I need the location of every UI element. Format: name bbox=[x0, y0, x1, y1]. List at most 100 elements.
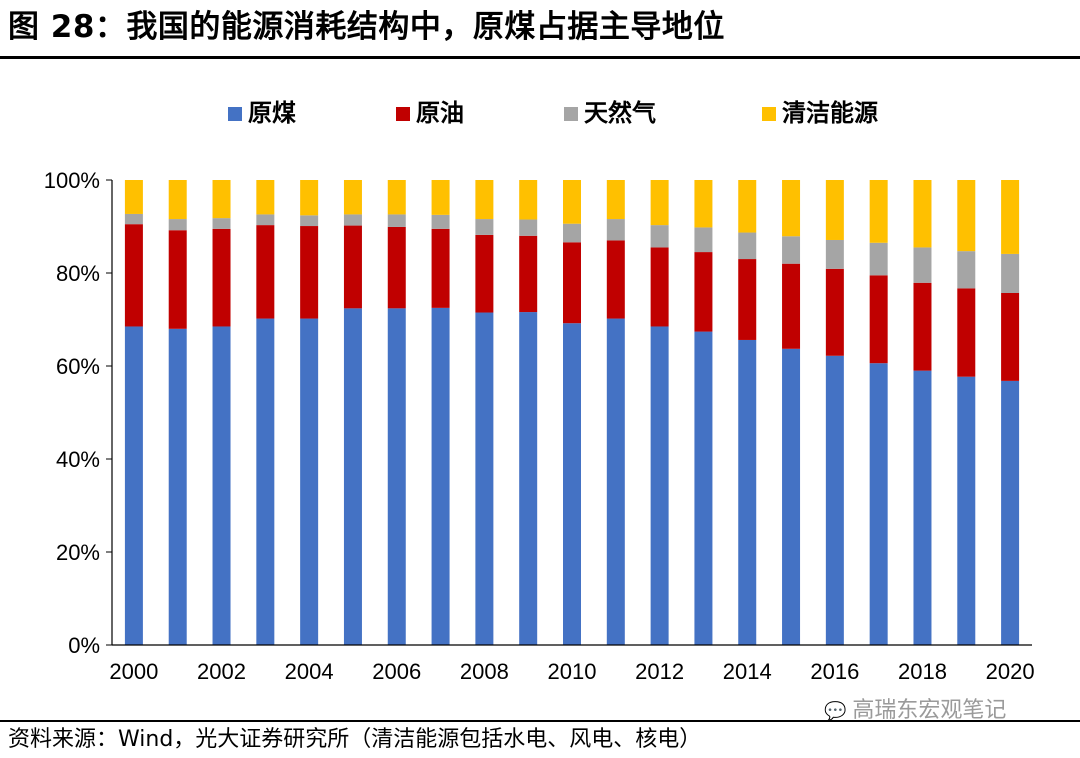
bar-天然气-2012 bbox=[650, 225, 669, 248]
bar-清洁能源-2017 bbox=[869, 180, 888, 243]
x-tick-label: 2000 bbox=[109, 659, 158, 684]
bar-清洁能源-2007 bbox=[431, 180, 450, 215]
legend-swatch-2 bbox=[564, 107, 578, 121]
bar-原煤-2014 bbox=[738, 339, 757, 645]
watermark: 💬 高瑞东宏观笔记 bbox=[824, 696, 1006, 726]
x-tick-label: 2012 bbox=[635, 659, 684, 684]
x-tick-label: 2018 bbox=[898, 659, 947, 684]
legend-label-3: 清洁能源 bbox=[782, 99, 878, 127]
bar-天然气-2015 bbox=[782, 236, 801, 264]
bar-原煤-2013 bbox=[694, 331, 713, 645]
bar-原煤-2017 bbox=[869, 363, 888, 645]
bar-清洁能源-2004 bbox=[300, 180, 319, 216]
bar-原煤-2007 bbox=[431, 307, 450, 645]
legend-label-1: 原油 bbox=[416, 99, 464, 127]
bar-天然气-2003 bbox=[256, 214, 275, 226]
y-tick-label: 80% bbox=[56, 261, 100, 286]
bar-原油-2009 bbox=[519, 235, 538, 313]
x-tick-label: 2008 bbox=[460, 659, 509, 684]
bar-原煤-2016 bbox=[825, 355, 844, 645]
legend-label-2: 天然气 bbox=[584, 99, 656, 127]
bar-清洁能源-2020 bbox=[1001, 180, 1020, 254]
bar-天然气-2010 bbox=[563, 223, 581, 243]
bar-原油-2011 bbox=[606, 240, 625, 319]
x-tick-label: 2016 bbox=[810, 659, 859, 684]
bar-天然气-2009 bbox=[519, 219, 538, 236]
x-tick-label: 2002 bbox=[197, 659, 246, 684]
y-tick-label: 0% bbox=[68, 633, 100, 658]
y-tick-label: 60% bbox=[56, 354, 100, 379]
bar-清洁能源-2012 bbox=[650, 180, 669, 226]
bar-原煤-2015 bbox=[782, 348, 801, 645]
x-tick-label: 2010 bbox=[548, 659, 597, 684]
x-tick-label: 2014 bbox=[723, 659, 772, 684]
bar-天然气-2011 bbox=[606, 219, 625, 241]
bar-原油-2008 bbox=[475, 234, 494, 313]
y-tick-label: 40% bbox=[56, 447, 100, 472]
title-rule bbox=[0, 56, 1080, 59]
bar-原煤-2012 bbox=[650, 326, 669, 645]
bar-原油-2000 bbox=[124, 224, 143, 327]
bar-清洁能源-2005 bbox=[343, 180, 362, 215]
bar-天然气-2016 bbox=[825, 239, 844, 269]
bar-清洁能源-2006 bbox=[387, 180, 406, 215]
bar-原煤-2001 bbox=[168, 328, 187, 645]
watermark-text: 高瑞东宏观笔记 bbox=[852, 698, 1007, 723]
bar-清洁能源-2010 bbox=[563, 180, 581, 224]
bar-天然气-2018 bbox=[913, 247, 932, 283]
bar-天然气-2002 bbox=[212, 218, 231, 229]
bar-清洁能源-2015 bbox=[782, 180, 801, 237]
bar-清洁能源-2000 bbox=[124, 180, 143, 214]
bar-原油-2003 bbox=[256, 225, 275, 319]
bar-原煤-2004 bbox=[300, 318, 319, 645]
bar-天然气-2007 bbox=[431, 214, 450, 229]
bar-天然气-2008 bbox=[475, 219, 494, 235]
bar-原油-2001 bbox=[168, 230, 187, 329]
y-tick-label: 20% bbox=[56, 540, 100, 565]
chart-title: 图 28：我国的能源消耗结构中，原煤占据主导地位 bbox=[8, 9, 725, 45]
bar-原油-2004 bbox=[300, 226, 319, 319]
bar-天然气-2000 bbox=[124, 213, 143, 225]
bar-清洁能源-2002 bbox=[212, 180, 231, 219]
bar-清洁能源-2009 bbox=[519, 180, 538, 220]
bar-原油-2002 bbox=[212, 228, 231, 327]
bar-清洁能源-2019 bbox=[957, 180, 976, 252]
bar-series bbox=[124, 180, 1020, 645]
bar-原油-2020 bbox=[1001, 292, 1020, 381]
y-tick-label: 100% bbox=[44, 168, 100, 193]
x-tick-label: 2006 bbox=[372, 659, 421, 684]
bar-天然气-2001 bbox=[168, 219, 187, 231]
bar-原煤-2010 bbox=[563, 323, 581, 645]
bar-原煤-2011 bbox=[606, 318, 625, 645]
bar-原油-2010 bbox=[563, 242, 581, 324]
legend-label-0: 原煤 bbox=[248, 99, 296, 127]
bar-原煤-2019 bbox=[957, 376, 976, 645]
bar-清洁能源-2003 bbox=[256, 180, 275, 215]
bar-原煤-2020 bbox=[1001, 380, 1020, 645]
bar-原油-2019 bbox=[957, 288, 976, 377]
y-axis: 0% 20% 40% 60% 80% 100% bbox=[44, 168, 113, 658]
bar-清洁能源-2011 bbox=[606, 180, 625, 220]
x-axis: 2000 2002 2004 2006 2008 2010 2012 2014 2016 2018… bbox=[109, 644, 1035, 684]
bar-原油-2012 bbox=[650, 247, 669, 327]
stacked-bar-chart: 原煤 原油 天然气 清洁能源 0% 20% 40% 60% 80% 100% 2000 2002 2… bbox=[44, 99, 1035, 684]
bar-原油-2014 bbox=[738, 259, 757, 340]
bar-原油-2018 bbox=[913, 282, 932, 371]
bar-原煤-2005 bbox=[343, 308, 362, 645]
wechat-icon: 💬 bbox=[824, 701, 847, 722]
bar-天然气-2005 bbox=[343, 214, 362, 226]
bar-原油-2006 bbox=[387, 226, 406, 309]
bar-原油-2007 bbox=[431, 228, 450, 308]
bar-清洁能源-2018 bbox=[913, 180, 932, 248]
footer-rule bbox=[0, 720, 1080, 722]
bar-原油-2005 bbox=[343, 225, 362, 309]
source-note: 资料来源：Wind，光大证券研究所（清洁能源包括水电、风电、核电） bbox=[8, 727, 702, 752]
bar-原油-2017 bbox=[869, 275, 888, 364]
bar-原煤-2000 bbox=[124, 326, 143, 645]
bar-天然气-2020 bbox=[1001, 253, 1020, 293]
x-tick-label: 2020 bbox=[986, 659, 1035, 684]
legend-swatch-0 bbox=[228, 107, 242, 121]
bar-天然气-2019 bbox=[957, 251, 976, 289]
legend-swatch-3 bbox=[762, 107, 776, 121]
bar-清洁能源-2014 bbox=[738, 180, 757, 233]
